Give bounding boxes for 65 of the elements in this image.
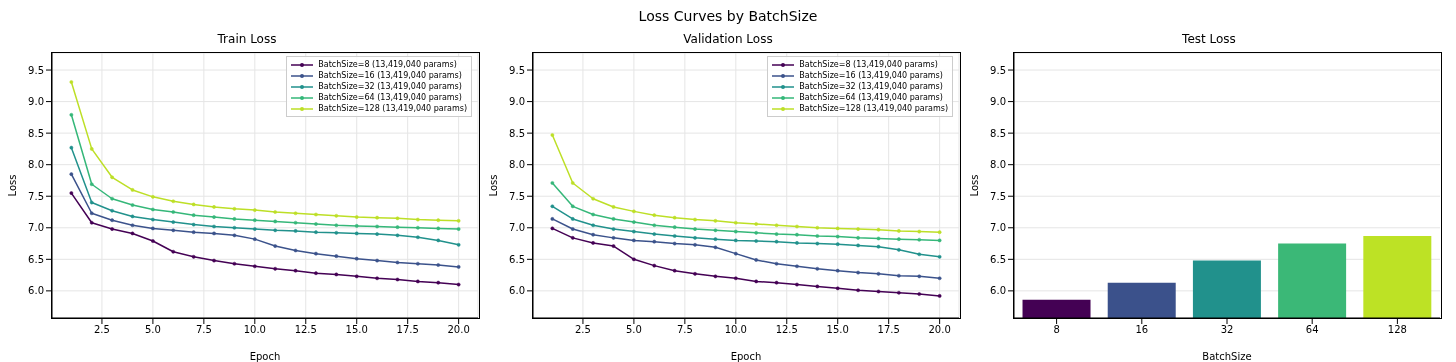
y-tick-label: 7.0 [28,222,44,234]
y-axis-title: Loss [6,174,18,197]
x-tick-label: 2.5 [93,324,110,336]
x-tick-label: 15.0 [345,324,368,336]
x-tick-label: 15.0 [826,324,849,336]
x-tick-label: 12.5 [294,324,317,336]
y-tick-label: 7.5 [28,190,44,202]
y-tick-label: 6.0 [509,285,525,297]
x-tick-label: 7.5 [676,324,693,336]
y-tick-label: 8.0 [28,159,44,171]
x-tick-label: 128 [1387,324,1407,336]
y-tick-label: 8.5 [509,127,525,139]
y-tick-label: 9.0 [990,96,1006,108]
x-axis-title: BatchSize [1202,351,1252,362]
chart-title: Validation Loss [682,32,774,48]
x-tick-label: 20.0 [928,324,951,336]
y-tick-label: 7.0 [509,222,525,234]
y-tick-label: 8.5 [28,127,44,139]
x-tick-label: 10.0 [724,324,747,336]
legend-label: BatchSize=16 (13,419,040 params) [318,71,462,80]
legend-label: BatchSize=32 (13,419,040 params) [318,82,462,91]
chart-title: Train Loss [216,32,278,48]
y-tick-label: 6.5 [509,253,525,265]
x-tick-label: 5.0 [625,324,642,336]
legend-label: BatchSize=64 (13,419,040 params) [799,93,943,102]
y-tick-label: 8.0 [509,159,525,171]
legend-label: BatchSize=8 (13,419,040 params) [318,60,457,69]
x-tick-label: 10.0 [243,324,266,336]
legend-label: BatchSize=128 (13,419,040 params) [799,104,948,113]
x-tick-label: 7.5 [195,324,212,336]
y-tick-label: 9.5 [28,64,44,76]
x-tick-label: 2.5 [574,324,591,336]
x-axis-title: Epoch [730,351,762,362]
y-tick-label: 6.5 [28,253,44,265]
y-tick-label: 7.5 [990,190,1006,202]
x-tick-label: 17.5 [396,324,419,336]
y-tick-label: 6.5 [990,253,1006,265]
x-tick-label: 12.5 [775,324,798,336]
y-tick-label: 9.5 [990,64,1006,76]
x-axis-title: Epoch [249,351,281,362]
legend-label: BatchSize=32 (13,419,040 params) [799,82,943,91]
y-axis-title: Loss [487,174,499,197]
y-tick-label: 8.0 [990,159,1006,171]
x-tick-label: 8 [1053,324,1060,336]
legend-label: BatchSize=128 (13,419,040 params) [318,104,467,113]
legend-label: BatchSize=64 (13,419,040 params) [318,93,462,102]
x-tick-label: 20.0 [447,324,470,336]
x-tick-label: 17.5 [877,324,900,336]
y-tick-label: 9.0 [28,96,44,108]
y-tick-label: 7.0 [990,222,1006,234]
y-axis-title: Loss [968,174,980,197]
y-tick-label: 7.5 [509,190,525,202]
legend-label: BatchSize=8 (13,419,040 params) [799,60,938,69]
y-tick-label: 6.0 [28,285,44,297]
x-tick-label: 5.0 [144,324,161,336]
y-tick-label: 9.0 [509,96,525,108]
x-tick-label: 64 [1305,324,1319,336]
y-tick-label: 6.0 [990,285,1006,297]
y-tick-label: 9.5 [509,64,525,76]
legend-label: BatchSize=16 (13,419,040 params) [799,71,943,80]
x-tick-label: 16 [1135,324,1149,336]
chart-title: Test Loss [1181,32,1237,48]
text: Loss Curves by BatchSize [637,8,819,26]
x-tick-label: 32 [1220,324,1234,336]
y-tick-label: 8.5 [990,127,1006,139]
